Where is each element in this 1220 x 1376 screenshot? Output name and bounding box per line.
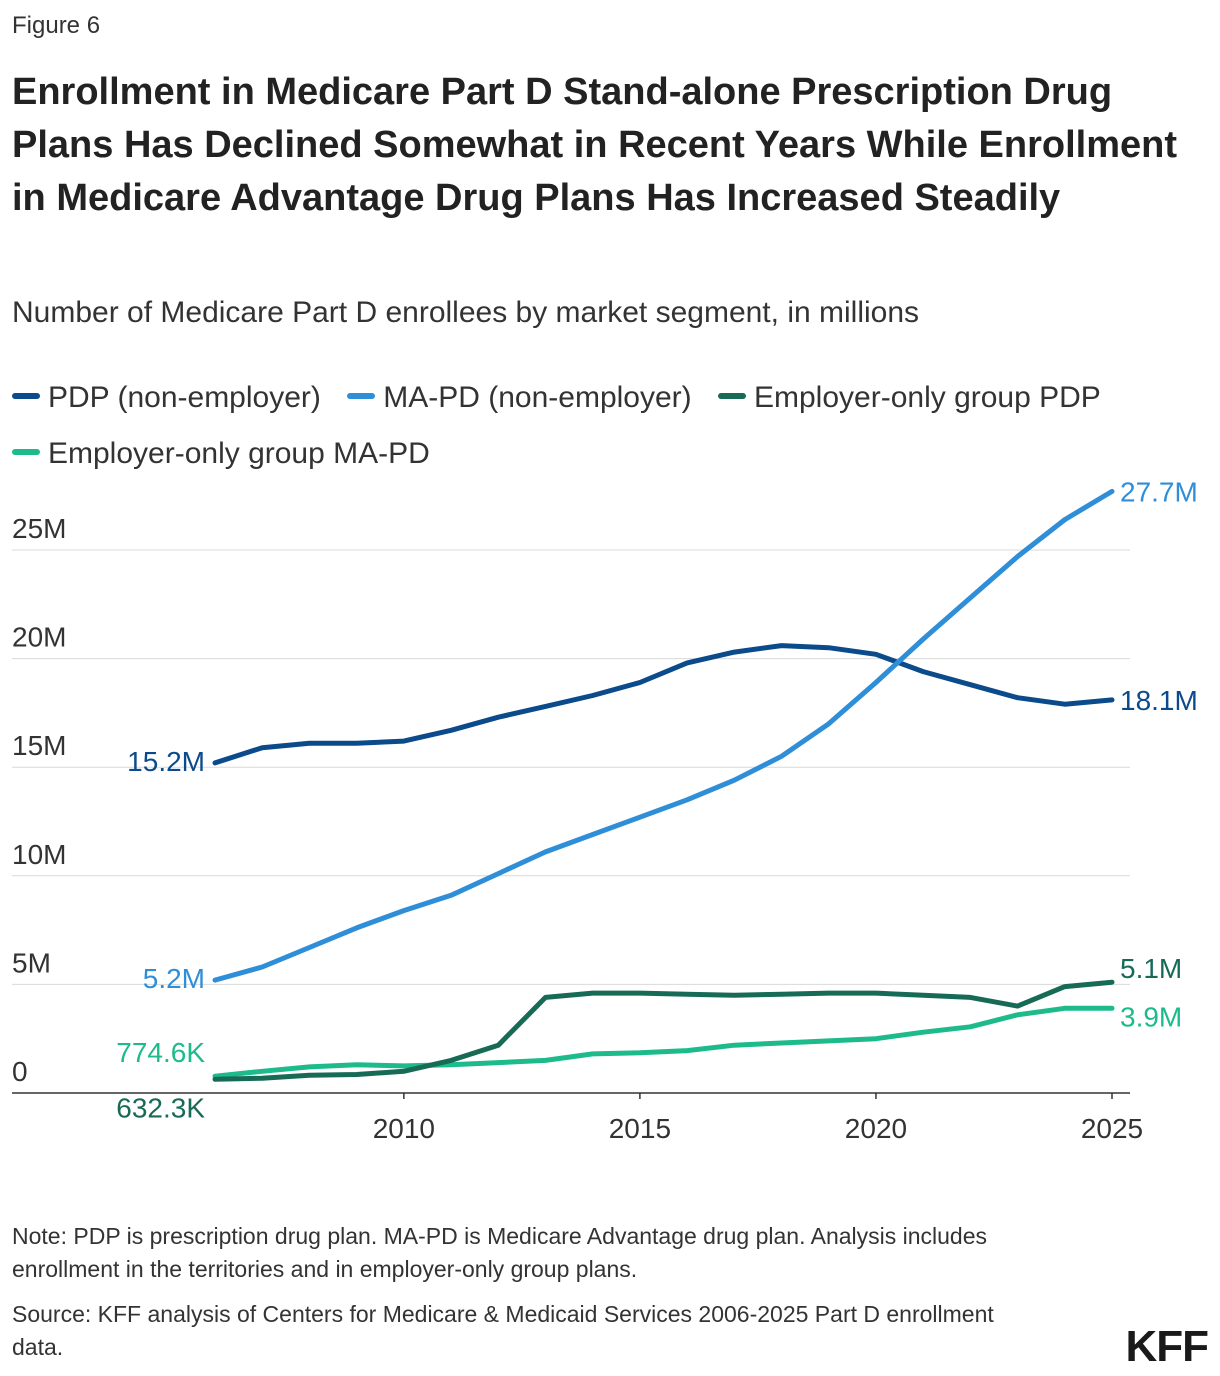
series-end-label: 5.1M	[1120, 953, 1182, 984]
legend-item-mapd[interactable]: MA-PD (non-employer)	[347, 370, 692, 426]
legend: PDP (non-employer) MA-PD (non-employer) …	[12, 370, 1192, 482]
legend-swatch-mapd	[347, 393, 376, 400]
series-start-label: 5.2M	[143, 963, 205, 994]
series-start-label: 632.3K	[116, 1092, 205, 1123]
legend-label: PDP (non-employer)	[48, 381, 321, 414]
legend-swatch-employer-mapd	[12, 449, 40, 456]
chart-title: Enrollment in Medicare Part D Stand-alon…	[12, 71, 1177, 219]
legend-swatch-employer-pdp	[718, 393, 746, 400]
chart-note: Note: PDP is prescription drug plan. MA-…	[12, 1223, 988, 1282]
legend-label: Employer-only group MA-PD	[48, 437, 430, 470]
series-end-label: 3.9M	[1120, 1001, 1182, 1032]
x-tick-label: 2025	[1081, 1113, 1143, 1144]
series-start-label: 15.2M	[127, 746, 205, 777]
series-line-1	[212, 488, 1115, 983]
chart-source: Source: KFF analysis of Centers for Medi…	[12, 1301, 994, 1360]
y-tick-label: 0	[12, 1056, 28, 1087]
series-line-0	[212, 643, 1115, 766]
series-line-2	[212, 979, 1115, 1082]
line-chart: 0 5M 10M 15M 20M 25M 2010 2015 2020 2025 15.2M 18.1…	[12, 476, 1198, 1144]
legend-item-employer-pdp[interactable]: Employer-only group PDP	[718, 370, 1101, 426]
legend-label: Employer-only group PDP	[754, 381, 1101, 414]
y-tick-label: 5M	[12, 947, 51, 978]
series-start-label: 774.6K	[116, 1037, 205, 1068]
y-tick-label: 25M	[12, 513, 66, 544]
legend-swatch-pdp	[12, 393, 40, 400]
kff-logo: KFF	[1125, 1322, 1209, 1371]
y-tick-label: 15M	[12, 730, 66, 761]
chart-subtitle: Number of Medicare Part D enrollees by m…	[12, 296, 920, 329]
legend-item-pdp[interactable]: PDP (non-employer)	[12, 370, 321, 426]
x-tick-label: 2020	[845, 1113, 907, 1144]
legend-item-employer-mapd[interactable]: Employer-only group MA-PD	[12, 426, 430, 482]
series-end-label: 18.1M	[1120, 685, 1198, 716]
legend-label: MA-PD (non-employer)	[383, 381, 692, 414]
y-tick-label: 10M	[12, 839, 66, 870]
series-end-label: 27.7M	[1120, 476, 1198, 507]
series-line-3	[212, 1005, 1115, 1079]
y-tick-label: 20M	[12, 622, 66, 653]
x-tick-label: 2010	[373, 1113, 435, 1144]
figure-label: Figure 6	[12, 12, 101, 39]
x-tick-label: 2015	[609, 1113, 671, 1144]
